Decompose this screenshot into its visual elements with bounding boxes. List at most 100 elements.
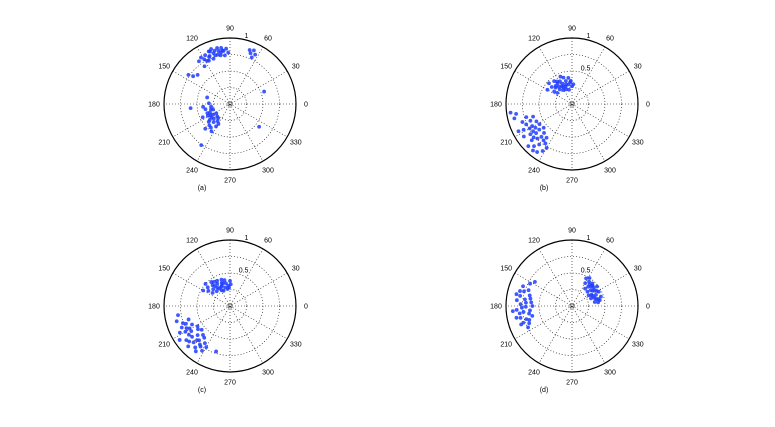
data-point xyxy=(203,126,208,131)
data-point xyxy=(595,284,599,289)
data-point xyxy=(213,53,218,58)
angle-tick-label: 300 xyxy=(604,167,616,174)
data-point xyxy=(587,279,591,284)
angle-tick-label: 90 xyxy=(226,26,234,33)
data-point xyxy=(176,313,180,318)
angle-tick-label: 60 xyxy=(606,36,614,43)
data-point xyxy=(228,279,232,283)
data-point xyxy=(201,288,206,293)
angle-tick-label: 0 xyxy=(646,304,650,311)
data-point xyxy=(585,289,590,294)
angle-tick-label: 60 xyxy=(606,238,614,245)
data-point xyxy=(206,58,211,63)
data-point xyxy=(535,150,539,154)
data-point xyxy=(524,115,529,119)
data-point xyxy=(228,282,233,287)
data-point xyxy=(521,310,526,314)
radial-tick-label: 1 xyxy=(586,33,590,40)
data-point xyxy=(537,142,542,147)
angle-tick-label: 240 xyxy=(528,167,540,174)
data-point xyxy=(583,281,588,286)
data-point xyxy=(184,326,189,331)
radial-grid-circle xyxy=(522,54,622,154)
data-point xyxy=(197,59,201,64)
data-point xyxy=(213,284,217,288)
angle-tick-label: 210 xyxy=(158,140,170,147)
data-point xyxy=(186,317,191,322)
data-point xyxy=(594,289,599,293)
data-point xyxy=(537,127,542,132)
data-point xyxy=(216,122,221,126)
angle-tick-label: 330 xyxy=(632,140,644,147)
panel-caption: (d) xyxy=(540,387,549,394)
radial-grid-circle xyxy=(555,289,589,323)
origin-marker xyxy=(569,303,575,309)
data-point xyxy=(552,89,557,94)
data-point xyxy=(532,144,536,149)
angle-tick-label: 180 xyxy=(490,304,502,311)
angle-tick-label: 150 xyxy=(500,64,512,71)
data-point xyxy=(594,297,599,301)
data-point xyxy=(202,335,207,340)
data-point xyxy=(224,46,229,51)
data-point xyxy=(531,135,536,140)
angle-tick-label: 120 xyxy=(528,238,540,245)
data-point xyxy=(520,120,525,124)
data-point xyxy=(196,327,200,332)
polar-panel: 0 30 60 90 120 150 180 210 240 270 300 330 0.5 1 (b) xyxy=(490,26,650,193)
data-point xyxy=(540,149,545,153)
data-point xyxy=(205,111,210,116)
data-point xyxy=(202,57,207,62)
data-point xyxy=(200,348,204,353)
angle-tick-label: 30 xyxy=(634,64,642,71)
data-point xyxy=(212,48,217,53)
angle-tick-label: 90 xyxy=(568,228,576,235)
data-point xyxy=(209,107,213,112)
data-point xyxy=(533,280,537,284)
data-point xyxy=(224,281,228,286)
data-point xyxy=(528,281,532,286)
data-point xyxy=(563,79,568,83)
data-point xyxy=(526,144,531,149)
data-point xyxy=(190,322,194,327)
data-point xyxy=(544,135,549,140)
data-point xyxy=(221,288,226,293)
data-point xyxy=(204,345,209,350)
angle-tick-label: 150 xyxy=(158,266,170,273)
data-point xyxy=(566,75,571,80)
data-point xyxy=(217,286,222,291)
data-point xyxy=(530,124,535,128)
data-point xyxy=(174,319,179,324)
angle-tick-label: 270 xyxy=(224,380,236,387)
angle-tick-label: 60 xyxy=(264,36,272,43)
data-point xyxy=(193,345,198,350)
data-point xyxy=(200,115,205,120)
origin-marker xyxy=(227,303,233,309)
angle-tick-label: 0 xyxy=(304,102,308,109)
data-point xyxy=(210,290,215,295)
data-point xyxy=(528,118,533,123)
data-point xyxy=(553,83,558,88)
data-point xyxy=(221,281,225,286)
data-point xyxy=(541,125,546,130)
data-point xyxy=(556,84,561,89)
data-point xyxy=(567,87,571,92)
data-point xyxy=(203,341,207,346)
data-point xyxy=(558,79,562,84)
radial-grid-circle xyxy=(180,54,280,154)
data-point xyxy=(207,123,212,128)
angular-grid-line xyxy=(514,272,630,340)
radial-tick-label: 1 xyxy=(586,235,590,242)
data-point xyxy=(206,101,211,106)
radial-grid-circle xyxy=(538,70,606,138)
data-point xyxy=(190,334,194,339)
polar-panel: 0 30 60 90 120 150 180 210 240 270 300 330 0.5 1 (d) xyxy=(490,228,650,395)
data-point xyxy=(218,53,223,58)
data-point xyxy=(202,64,207,69)
data-point xyxy=(187,332,191,337)
angle-tick-label: 210 xyxy=(500,140,512,147)
data-point xyxy=(211,56,216,61)
data-point xyxy=(214,111,219,116)
angle-tick-label: 60 xyxy=(264,238,272,245)
data-point xyxy=(514,307,519,312)
